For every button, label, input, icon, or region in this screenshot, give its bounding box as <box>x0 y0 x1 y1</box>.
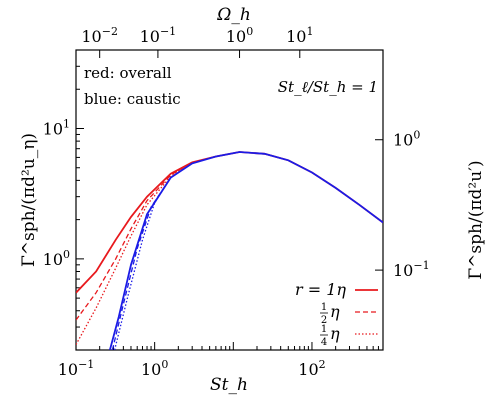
svg-text:2: 2 <box>321 315 327 326</box>
svg-text:η: η <box>330 302 340 321</box>
svg-text:1: 1 <box>321 324 327 335</box>
y-tick-label: 100 <box>43 248 70 269</box>
legend-label: 1 2 η <box>320 302 340 326</box>
series-line-overall-dashed <box>76 161 193 321</box>
legend-label: r = 1η <box>295 280 346 299</box>
x-tick-label: 10−1 <box>58 358 95 379</box>
series-lines <box>76 151 383 350</box>
series-line-caustic-dotted <box>113 177 172 350</box>
series-line-overall-dotted <box>76 161 193 345</box>
y-tick-label: 101 <box>43 117 70 138</box>
svg-text:1: 1 <box>321 302 327 313</box>
y-axis-label: Γ^sph/(πd²u_η) <box>19 133 39 267</box>
x-tick-label: 102 <box>298 358 325 379</box>
svg-text:4: 4 <box>321 337 327 348</box>
top-axis-label: Ω_h <box>216 5 251 25</box>
annotation-caustic: blue: caustic <box>84 90 181 108</box>
annotation-overall: red: overall <box>84 64 172 82</box>
right-tick-label: 10−1 <box>393 259 430 280</box>
right-axis-label: Γ^sph/(πd²u′) <box>466 160 486 279</box>
top-tick-label: 101 <box>286 25 313 46</box>
x-tick-label: 100 <box>141 358 168 379</box>
legend-label: 1 4 η <box>320 324 340 348</box>
top-tick-label: 10−2 <box>81 25 118 46</box>
axis-ticks <box>75 49 384 351</box>
top-tick-label: 100 <box>226 25 253 46</box>
series-line-overall-solid <box>76 151 383 294</box>
right-tick-label: 100 <box>393 129 420 150</box>
annotation-ratio: St_ℓ/St_h = 1 <box>278 78 378 96</box>
top-tick-label: 10−1 <box>140 25 177 46</box>
svg-text:η: η <box>330 324 340 343</box>
tick-labels: 10−1 100 102 100 101 10−2 10−1 100 101 100 10−1 <box>43 25 430 379</box>
x-axis-label: St_h <box>210 375 248 395</box>
series-line-caustic-solid <box>109 151 383 350</box>
